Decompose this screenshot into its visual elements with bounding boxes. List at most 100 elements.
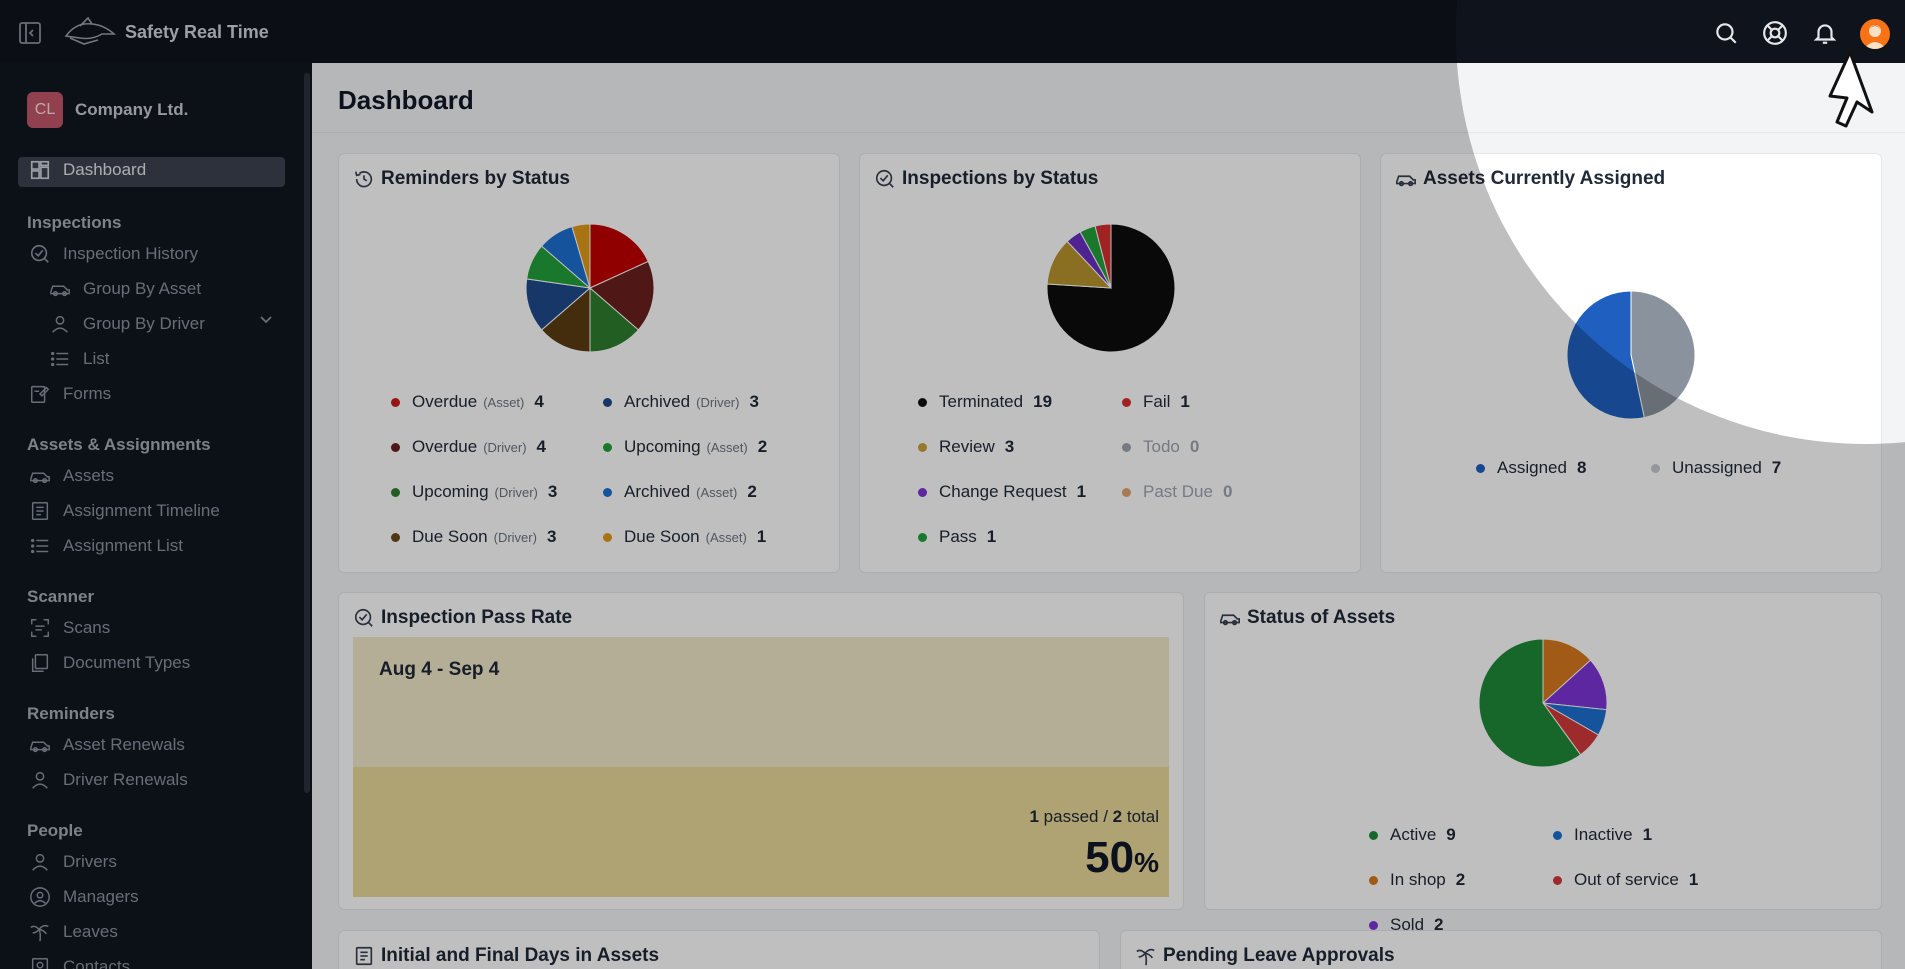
legend-item[interactable]: Upcoming (Asset) 2 <box>603 437 767 457</box>
pie-slice-assigned[interactable] <box>1566 290 1645 420</box>
legend-dot <box>1553 830 1562 840</box>
legend-label: Pass <box>939 527 977 546</box>
sidebar-item-label: Assignment Timeline <box>63 501 220 520</box>
legend-label: Active <box>1390 825 1437 844</box>
sidebar-item-inspection-history[interactable]: Inspection History <box>29 243 198 265</box>
sidebar-item-forms[interactable]: Forms <box>29 383 111 405</box>
pass-rate-panel: Aug 4 - Sep 4 1 passed / 2 total 50% <box>353 637 1169 897</box>
user-avatar[interactable] <box>1860 19 1890 49</box>
pie-slice-unassigned[interactable] <box>1630 290 1696 419</box>
pie-slice-due-soon-driver[interactable] <box>540 286 591 353</box>
legend-item[interactable]: Sold 2 <box>1369 915 1444 935</box>
legend-item[interactable]: Past Due 0 <box>1122 482 1232 502</box>
sidebar-item-asset-renewals[interactable]: Asset Renewals <box>29 734 185 756</box>
form-edit-icon <box>31 385 50 403</box>
pie-slice-overdue-asset[interactable] <box>589 223 649 289</box>
pie-slice-in-shop[interactable] <box>1542 638 1592 705</box>
inspections-pie-chart[interactable] <box>1045 222 1177 354</box>
sidebar-item-label: Assets <box>63 466 115 485</box>
legend-item[interactable]: Review 3 <box>918 437 1014 457</box>
card-title: Inspections by Status <box>874 168 1098 190</box>
legend-item[interactable]: Active 9 <box>1369 825 1456 845</box>
dashboard-icon <box>30 160 50 180</box>
top-bar: Safety Real Time <box>0 0 1905 63</box>
sidebar-item-label: Asset Renewals <box>63 735 185 754</box>
sidebar-item-group-by-driver[interactable]: Group By Driver <box>49 313 205 335</box>
legend-dot <box>1369 920 1378 930</box>
legend-count: 2 <box>1455 870 1466 889</box>
pie-slice-due-soon-asset[interactable] <box>571 223 591 289</box>
sidebar-item-list[interactable]: List <box>49 348 109 370</box>
legend-item[interactable]: Assigned 8 <box>1476 458 1586 478</box>
assigned-pie-chart[interactable] <box>1565 289 1697 421</box>
pie-slice-upcoming-driver[interactable] <box>589 286 640 353</box>
legend-label: Review <box>939 437 995 456</box>
legend-dot <box>918 442 927 452</box>
legend-sublabel: (Driver) <box>483 439 527 455</box>
legend-dot <box>603 397 612 407</box>
car-icon <box>50 285 70 297</box>
legend-item[interactable]: Overdue (Driver) 4 <box>391 437 546 457</box>
legend-item[interactable]: Todo 0 <box>1122 437 1199 457</box>
legend-sublabel: (Asset) <box>706 439 748 455</box>
sidebar-scrollbar[interactable] <box>304 73 310 793</box>
pie-slice-active[interactable] <box>1478 638 1582 768</box>
legend-item[interactable]: Due Soon (Driver) 3 <box>391 527 556 547</box>
sidebar-item-assignment-list[interactable]: Assignment List <box>29 535 183 557</box>
chevron-down-icon[interactable] <box>258 311 274 327</box>
passed-count: 1 <box>1029 807 1039 826</box>
legend-count: 1 <box>756 527 767 546</box>
legend-item[interactable]: Overdue (Asset) 4 <box>391 392 544 412</box>
legend-item[interactable]: Archived (Asset) 2 <box>603 482 757 502</box>
company-switcher[interactable]: CL Company Ltd. <box>27 92 188 128</box>
sidebar-item-assets[interactable]: Assets <box>29 465 114 487</box>
legend-item[interactable]: Terminated 19 <box>918 392 1052 412</box>
sidebar-item-assignment-timeline[interactable]: Assignment Timeline <box>29 500 220 522</box>
legend-item[interactable]: Change Request 1 <box>918 482 1086 502</box>
sidebar-item-group-by-asset[interactable]: Group By Asset <box>49 278 201 300</box>
card-title: Pending Leave Approvals <box>1135 945 1395 967</box>
reminders-pie-chart[interactable] <box>524 222 656 354</box>
sidebar-item-managers[interactable]: Managers <box>29 886 139 908</box>
section-reminders: Reminders <box>27 704 115 723</box>
legend-label: Overdue <box>412 437 478 456</box>
legend-item[interactable]: Unassigned 7 <box>1651 458 1781 478</box>
legend-item[interactable]: Fail 1 <box>1122 392 1190 412</box>
legend-item[interactable]: In shop 2 <box>1369 870 1465 890</box>
legend-count: 1 <box>1180 392 1190 411</box>
pie-slice-overdue-driver[interactable] <box>589 260 655 331</box>
sidebar-item-document-types[interactable]: Document Types <box>29 652 190 674</box>
sidebar-item-label: Managers <box>63 887 139 906</box>
bell-icon[interactable] <box>1812 20 1838 46</box>
card-title-text: Status of Assets <box>1247 607 1396 628</box>
sidebar-item-label: List <box>83 349 110 368</box>
legend-count: 9 <box>1446 825 1456 844</box>
sidebar-item-drivers[interactable]: Drivers <box>29 851 117 873</box>
search-icon[interactable] <box>1713 20 1739 46</box>
legend-item[interactable]: Inactive 1 <box>1553 825 1652 845</box>
legend-item[interactable]: Pass 1 <box>918 527 996 547</box>
legend-item[interactable]: Out of service 1 <box>1553 870 1698 890</box>
company-badge: CL <box>27 92 63 128</box>
total-label: total <box>1126 807 1159 826</box>
sidebar-item-driver-renewals[interactable]: Driver Renewals <box>29 769 188 791</box>
legend-item[interactable]: Upcoming (Driver) 3 <box>391 482 557 502</box>
card-inspections-by-status: Inspections by Status Terminated 19 Fail 1 R… <box>859 153 1361 573</box>
sidebar-item-label: Assignment List <box>63 536 183 555</box>
status-of-assets-pie-chart[interactable] <box>1477 637 1609 769</box>
legend-item[interactable]: Archived (Driver) 3 <box>603 392 759 412</box>
legend-label: Archived <box>624 482 691 501</box>
help-icon[interactable] <box>1762 20 1788 46</box>
collapse-sidebar-icon[interactable] <box>18 21 42 45</box>
pie-slice-archived-driver[interactable] <box>525 278 592 331</box>
legend-item[interactable]: Due Soon (Asset) 1 <box>603 527 766 547</box>
pie-slice-sold[interactable] <box>1541 659 1608 711</box>
legend-dot <box>1369 830 1378 840</box>
sidebar-item-dashboard[interactable]: Dashboard <box>29 159 146 181</box>
sidebar-item-leaves[interactable]: Leaves <box>29 921 118 943</box>
list-icon <box>51 351 69 367</box>
sidebar-item-scans[interactable]: Scans <box>29 617 110 639</box>
pie-slice-fail[interactable] <box>1094 223 1112 289</box>
sidebar-item-contacts[interactable]: Contacts <box>29 956 130 969</box>
pass-rate-fill <box>353 767 1169 897</box>
